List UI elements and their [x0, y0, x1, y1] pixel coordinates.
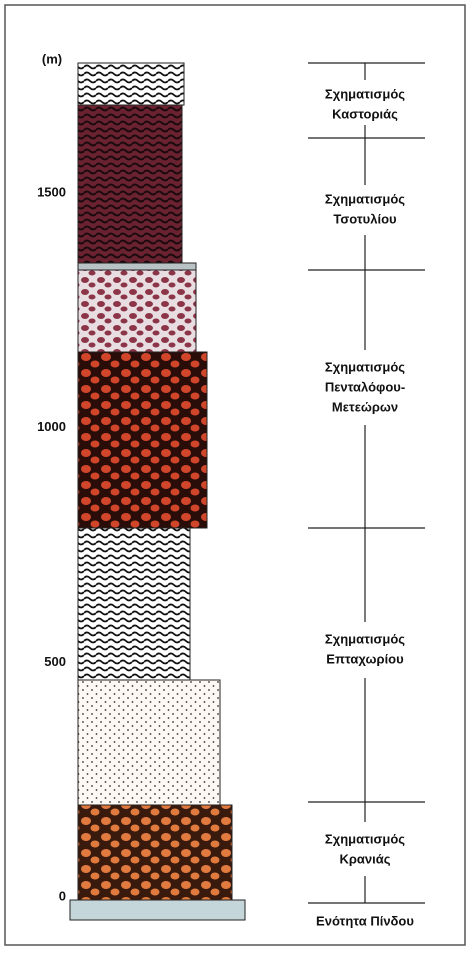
y-tick-label: 0 — [59, 888, 66, 903]
formation-label: Σχηματισμός — [325, 86, 405, 101]
formation-label: Σχηματισμός — [325, 631, 405, 646]
frame — [5, 5, 465, 945]
formation-label: Μετεώρων — [332, 399, 398, 414]
formation-label: Επταχωρίου — [326, 651, 404, 666]
formation-label: Σχηματισμός — [325, 831, 405, 846]
formation-label: Καστοριάς — [332, 106, 398, 121]
formation-label: Σχηματισμός — [325, 359, 405, 374]
formation-label: Πενταλόφου- — [325, 379, 405, 394]
y-tick-label: 1000 — [37, 419, 66, 434]
axis-unit: (m) — [42, 51, 62, 66]
formation-label: Ενότητα Πίνδου — [316, 913, 414, 928]
y-tick-label: 500 — [44, 654, 66, 669]
y-tick-label: 1500 — [37, 184, 66, 199]
formation-label: Κρανιάς — [339, 851, 390, 866]
stratigraphic-column: (m) 0 500 1000 1500 Σχηματισμός Καστοριάς Σχη… — [0, 0, 470, 953]
layers — [70, 63, 245, 920]
formation-label: Τσοτυλίου — [333, 211, 397, 226]
formation-label: Σχηματισμός — [325, 191, 405, 206]
boundaries — [308, 63, 425, 903]
